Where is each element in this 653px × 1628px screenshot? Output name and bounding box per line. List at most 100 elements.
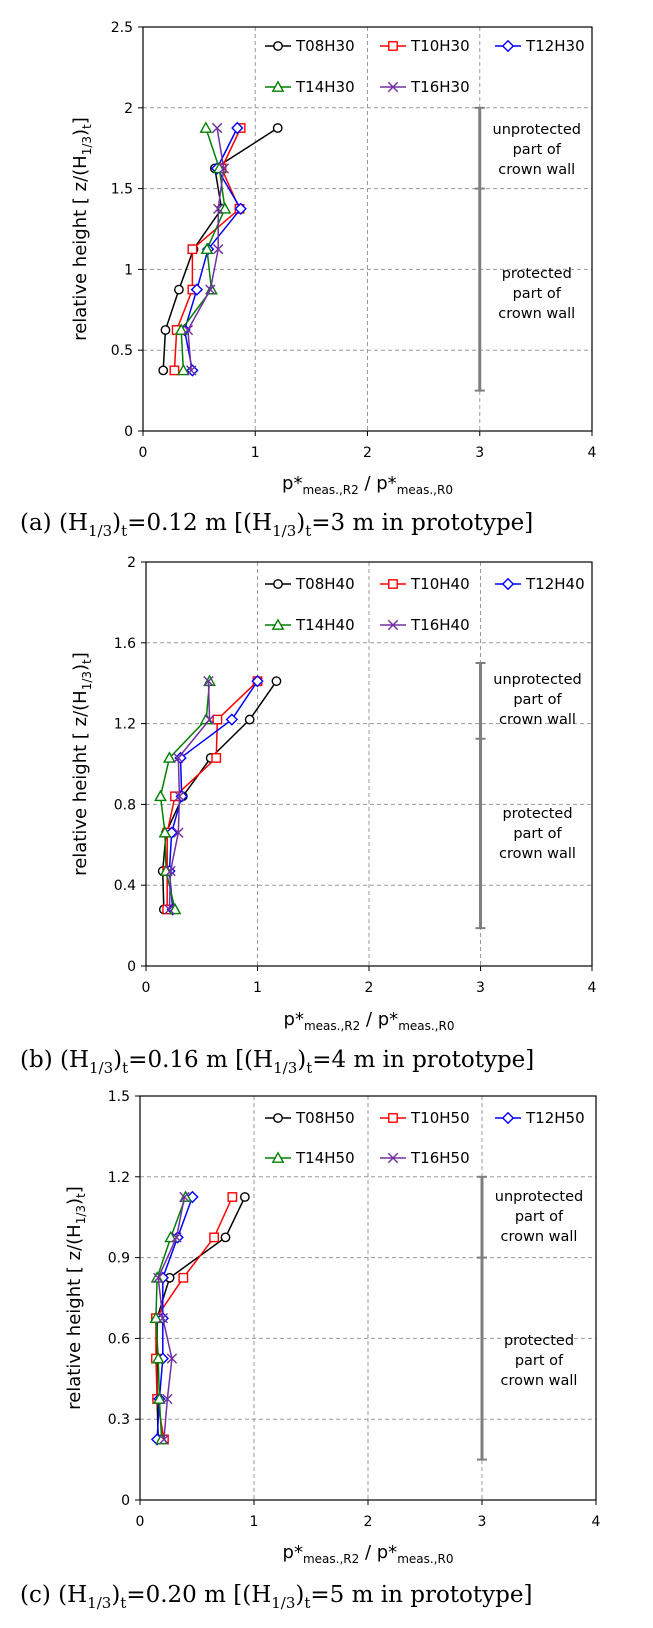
x-axis-title-part: / p* [359,1542,397,1563]
protected-annotation: protected part of crown wall [498,266,575,322]
data-point [203,675,214,687]
data-point [169,365,180,376]
y-axis-title: relative height [ z/(H1/3)t] [70,652,94,876]
unprotected-annotation-line: part of [513,142,562,158]
legend: T08H40 T10H40 T12H40 T14H40 T16H40 [265,575,585,634]
data-point [153,1272,164,1283]
caption-sub: 1/3 [271,1594,295,1612]
y-axis-title-sub: 1/3 [80,136,94,155]
data-point [164,904,175,915]
protected-annotation-line: crown wall [499,846,576,862]
legend-label: T14H50 [295,1149,355,1167]
unprotected-annotation-line: unprotected [493,672,582,688]
x-axis-title-sub: meas.,R2 [302,483,358,497]
legend-label: T12H40 [525,575,585,593]
x-tick-label: 2 [365,980,374,996]
y-axis-title-sub: t [74,1193,88,1198]
panel-caption: (c) (H1/3)t=0.20 m [(H1/3)t=5 m in proto… [20,1582,532,1612]
data-point [168,902,182,915]
caption-sub: t [122,1059,128,1077]
protected-annotation: protected part of crown wall [499,806,576,862]
panel-caption: (a) (H1/3)t=0.12 m [(H1/3)t=3 m in proto… [20,510,533,540]
caption-part: =5 m in prototype] [310,1582,532,1608]
x-axis-title-part: / p* [359,473,397,494]
legend-marker [501,1111,515,1125]
chart-panel-2: 0 1 2 3 4 0 0.4 0.8 1.2 1.6 2 unprotected part of cro… [20,555,597,1077]
legend-item: T16H30 [380,78,470,96]
series-T16H50 [153,1191,190,1445]
x-tick-label: 4 [588,445,597,461]
data-point [163,751,176,763]
data-point [212,714,223,725]
x-axis-title-part: p* [282,473,302,494]
caption-part: =0.12 m [(H [127,510,272,536]
data-point [151,1351,165,1364]
data-point [158,365,169,376]
series-T14H30 [174,121,232,376]
data-point [173,752,184,764]
legend-item: T16H50 [380,1149,470,1167]
x-axis-title-sub: meas.,R2 [303,1552,359,1566]
chart-panel-3: 0 1 2 3 4 0 0.3 0.6 0.9 1.2 1.5 unprotected part of c… [20,1089,601,1612]
caption-sub: 1/3 [88,522,112,540]
y-axis-title: relative height [ z/(H1/3)t] [64,1186,88,1410]
x-tick-label: 0 [136,1514,145,1530]
data-point [174,791,185,802]
unprotected-annotation: unprotected part of crown wall [493,122,582,178]
x-tick-label: 3 [478,1514,487,1530]
legend-marker [271,618,285,630]
legend-marker [271,80,285,92]
legend-label: T16H30 [410,78,470,96]
y-axis-title-part: ) [70,664,91,671]
legend-label: T10H40 [410,575,470,593]
legend-label: T10H50 [410,1109,470,1127]
x-tick-label: 1 [253,980,262,996]
legend-label: T16H40 [410,616,470,634]
caption-part: ) [111,1582,120,1608]
data-point [186,365,197,376]
data-point [218,163,230,174]
legend-item: T08H50 [265,1109,355,1127]
data-point [158,826,172,838]
legend-marker [387,81,399,93]
legend-item: T14H30 [265,78,355,96]
y-axis-title-part: ] [64,1186,85,1193]
x-axis-title: p*meas.,R2 / p*meas.,R0 [284,1009,455,1033]
protected-annotation-line: part of [515,1353,564,1369]
data-point [218,202,232,214]
data-point [251,674,264,688]
data-point [227,1192,238,1202]
legend-marker [271,1151,285,1163]
unprotected-annotation-line: unprotected [493,122,582,138]
crown-wall-bar [474,106,485,392]
data-point [178,1272,189,1283]
data-point [162,1393,173,1405]
y-tick-label: 0.4 [114,878,136,894]
y-axis-title-sub: t [80,659,94,664]
data-point [165,865,176,877]
data-point [164,1230,178,1243]
legend-marker [387,619,399,631]
y-tick-label: 1.2 [108,1170,130,1186]
unprotected-annotation-line: crown wall [499,712,576,728]
data-point [225,713,239,726]
data-point [186,1190,199,1204]
legend: T08H50 T10H50 T12H50 T14H50 T16H50 [265,1109,585,1167]
data-point [157,1313,168,1324]
x-axis-title: p*meas.,R2 / p*meas.,R0 [282,473,453,497]
legend-marker [501,577,515,591]
caption-sub: t [121,522,127,540]
x-tick-label: 3 [475,445,484,461]
protected-annotation-line: crown wall [498,306,575,322]
unprotected-annotation-line: crown wall [498,162,575,178]
legend-marker [388,579,398,589]
legend-item: T10H40 [380,575,470,593]
caption-part: ) [112,510,121,536]
y-tick-label: 0.8 [114,797,136,813]
legend-item: T10H30 [380,37,470,55]
data-point [190,283,204,296]
series-T16H30 [182,122,230,376]
protected-annotation-line: part of [513,826,562,842]
legend-label: T08H40 [295,575,355,593]
